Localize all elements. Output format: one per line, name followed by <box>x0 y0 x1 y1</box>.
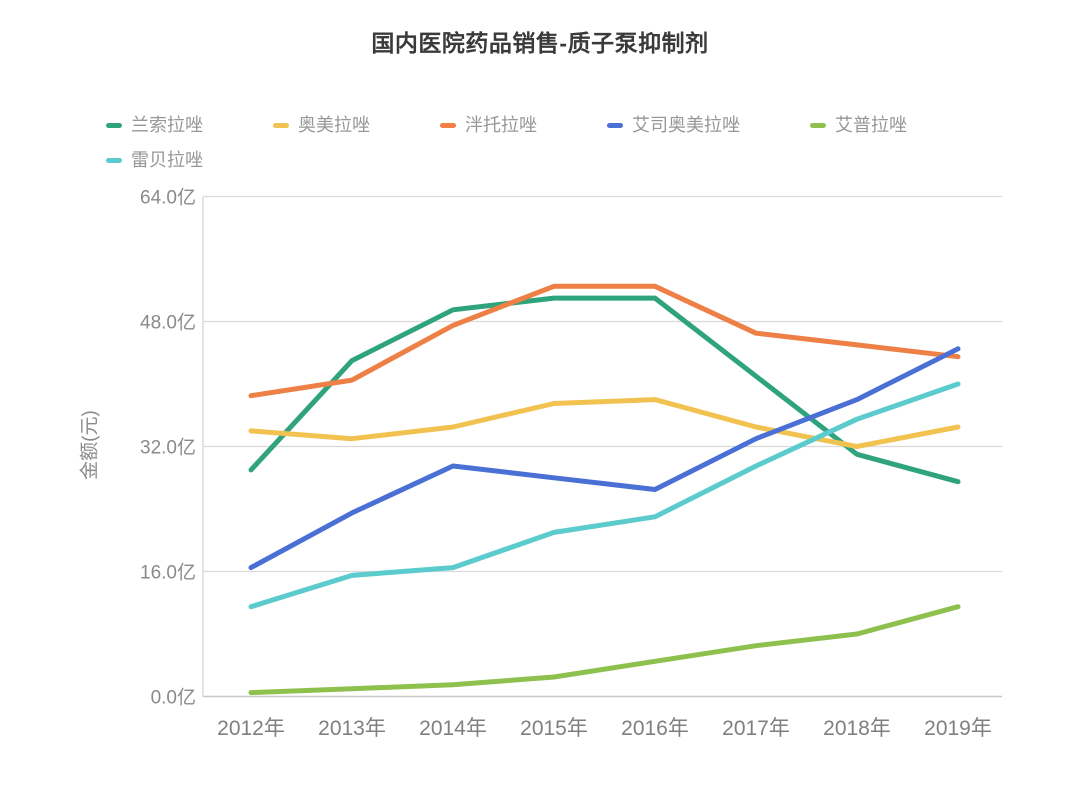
chart-legend: 兰索拉唑 奥美拉唑 泮托拉唑 艾司奥美拉唑 艾普拉唑雷贝拉唑 <box>106 112 986 173</box>
legend-label: 泮托拉唑 <box>465 115 537 135</box>
series-line-0 <box>248 295 961 485</box>
legend-swatch-icon <box>106 157 122 163</box>
legend-swatch-icon <box>440 122 456 128</box>
legend-item-4[interactable]: 艾普拉唑 <box>810 112 907 138</box>
x-tick-label: 2013年 <box>318 717 386 740</box>
legend-item-1[interactable]: 奥美拉唑 <box>273 112 370 138</box>
y-tick-label: 64.0亿 <box>140 187 196 209</box>
legend-swatch-icon <box>273 122 289 128</box>
legend-swatch-icon <box>607 122 623 128</box>
y-tick-label: 32.0亿 <box>140 437 196 459</box>
legend-swatch-icon <box>106 122 122 128</box>
legend-label: 雷贝拉唑 <box>131 150 203 170</box>
series-line-1 <box>248 397 961 449</box>
legend-item-3[interactable]: 艾司奥美拉唑 <box>607 112 740 138</box>
y-tick-label: 0.0亿 <box>151 687 196 709</box>
chart-title: 国内医院药品销售-质子泵抑制剂 <box>371 30 709 56</box>
series-line-2 <box>248 283 961 399</box>
legend-label: 奥美拉唑 <box>298 115 370 135</box>
x-tick-label: 2012年 <box>217 717 285 740</box>
series-line-5 <box>248 381 961 610</box>
x-tick-label: 2016年 <box>621 717 689 740</box>
legend-swatch-icon <box>810 122 826 128</box>
legend-item-2[interactable]: 泮托拉唑 <box>440 112 537 138</box>
legend-item-5[interactable]: 雷贝拉唑 <box>106 147 203 173</box>
x-tick-label: 2018年 <box>823 717 891 740</box>
x-tick-label: 2017年 <box>722 717 790 740</box>
series-line-3 <box>248 346 961 571</box>
y-tick-label: 16.0亿 <box>140 562 196 584</box>
x-tick-label: 2015年 <box>520 717 588 740</box>
legend-label: 兰索拉唑 <box>131 115 203 135</box>
y-tick-label: 48.0亿 <box>140 312 196 334</box>
legend-label: 艾普拉唑 <box>835 115 907 135</box>
x-tick-label: 2014年 <box>419 717 487 740</box>
series-line-4 <box>248 604 961 696</box>
x-tick-label: 2019年 <box>924 717 992 740</box>
legend-item-0[interactable]: 兰索拉唑 <box>106 112 203 138</box>
legend-label: 艾司奥美拉唑 <box>632 115 740 135</box>
